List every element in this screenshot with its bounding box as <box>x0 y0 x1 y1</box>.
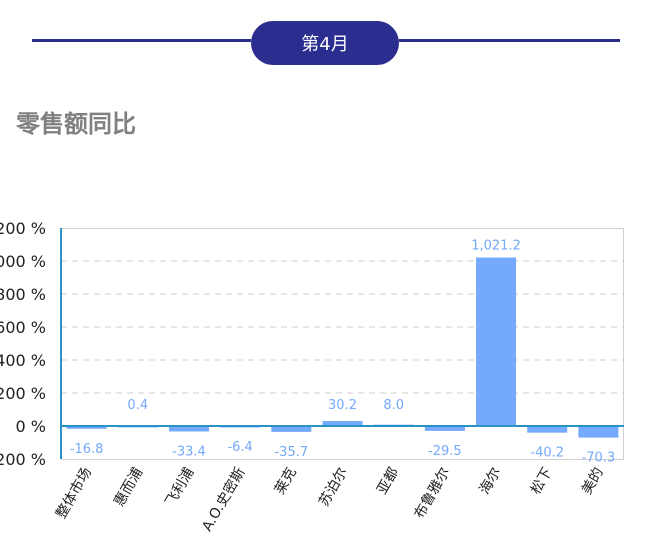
bar-7 <box>424 426 465 431</box>
x-tick-label-4: 莱克 <box>272 465 300 497</box>
header-line-right <box>399 39 620 42</box>
period-badge[interactable]: 第4月 <box>251 21 399 65</box>
section-title: 零售额同比 <box>16 110 136 138</box>
bar-5 <box>322 421 363 426</box>
data-label-5: 30.2 <box>328 398 357 413</box>
x-tick-label-10: 美的 <box>579 465 607 497</box>
data-label-6: 8.0 <box>383 398 404 413</box>
x-tick-label-5: 苏泊尔 <box>316 465 351 509</box>
x-tick-label-2: 飞利浦 <box>163 465 198 509</box>
data-label-2: -33.4 <box>172 445 206 460</box>
y-tick-label-6: 000 % <box>0 252 46 271</box>
data-label-8: 1,021.2 <box>471 239 521 254</box>
header-line-left <box>32 39 251 42</box>
data-label-4: -35.7 <box>274 445 308 460</box>
data-label-9: -40.2 <box>530 446 564 461</box>
x-tick-label-1: 惠而浦 <box>111 465 146 509</box>
bar-2 <box>168 426 209 432</box>
bar-4 <box>271 426 312 432</box>
bar-9 <box>527 426 568 433</box>
y-tick-label-1: 0 % <box>16 417 46 436</box>
bar-8 <box>476 257 517 426</box>
data-label-10: -70.3 <box>582 451 616 466</box>
y-tick-label-0: 200 % <box>0 450 46 469</box>
x-tick-label-9: 松下 <box>528 465 556 497</box>
x-tick-label-3: A.O.史密斯 <box>199 465 249 535</box>
y-tick-label-4: 600 % <box>0 318 46 337</box>
data-label-0: -16.8 <box>70 442 104 457</box>
y-tick-label-5: 800 % <box>0 285 46 304</box>
y-tick-label-3: 400 % <box>0 351 46 370</box>
x-tick-label-8: 海尔 <box>477 465 505 497</box>
bar-0 <box>66 426 107 429</box>
bar-10 <box>578 426 619 438</box>
period-label: 第4月 <box>301 34 349 55</box>
y-tick-label-2: 200 % <box>0 384 46 403</box>
data-label-1: 0.4 <box>127 398 148 413</box>
data-label-3: -6.4 <box>227 440 252 455</box>
data-label-7: -29.5 <box>428 444 462 459</box>
x-tick-label-0: 整体市场 <box>52 465 95 522</box>
x-tick-label-7: 布鲁雅尔 <box>411 465 453 521</box>
y-tick-label-7: 200 % <box>0 219 46 238</box>
x-tick-label-6: 亚都 <box>374 465 402 497</box>
